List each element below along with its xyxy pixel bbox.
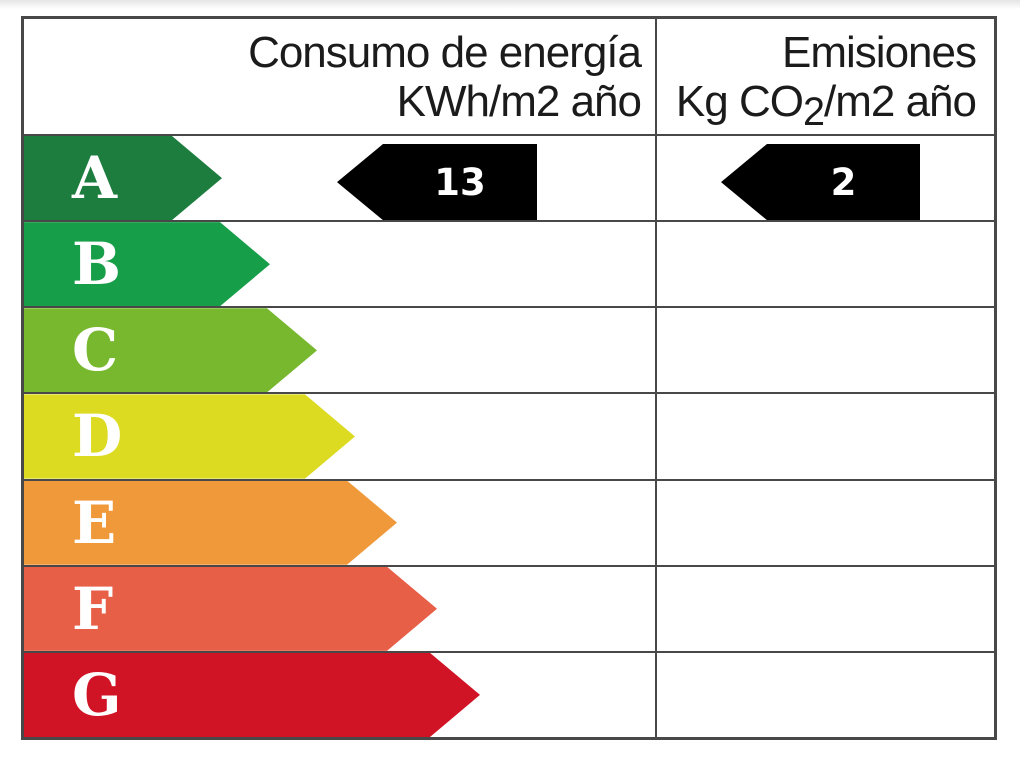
rating-arrow-f: F — [24, 567, 437, 651]
rating-row-b: B — [24, 222, 994, 309]
consumption-cell-g: G — [24, 652, 657, 737]
consumption-cell-c: C — [24, 308, 657, 393]
rating-arrow-a: A — [24, 136, 222, 220]
consumption-value-arrow: 13 — [337, 144, 537, 221]
emissions-cell-b — [657, 222, 994, 306]
rating-letter-b: B — [72, 230, 122, 299]
consumption-title: Consumo de energía — [248, 28, 642, 77]
consumption-value-arrow-value: 13 — [434, 160, 486, 204]
emissions-cell-a: 2 — [657, 136, 994, 221]
rating-row-d: D — [24, 394, 994, 481]
rating-rows: A 13 2 B C D E F G — [24, 136, 994, 737]
rating-letter-d: D — [72, 402, 123, 471]
rating-letter-a: A — [72, 144, 118, 213]
rating-row-a: A 13 2 — [24, 136, 994, 223]
rating-arrow-e: E — [24, 481, 397, 565]
emissions-cell-g — [657, 653, 994, 737]
emissions-cell-f — [657, 567, 994, 651]
consumption-cell-f: F — [24, 566, 657, 651]
consumption-header: Consumo de energía KWh/m2 año — [24, 19, 657, 134]
rating-row-c: C — [24, 308, 994, 395]
rating-letter-f: F — [72, 574, 114, 643]
emissions-title: Emisiones — [782, 28, 977, 77]
rating-arrow-b: B — [24, 222, 270, 306]
emissions-cell-d — [657, 394, 994, 478]
rating-letter-g: G — [72, 660, 122, 729]
consumption-cell-d: D — [24, 394, 657, 479]
emissions-cell-e — [657, 481, 994, 565]
rating-table: Consumo de energía KWh/m2 año Emisiones … — [21, 16, 997, 740]
emissions-unit: Kg CO2/m2 año — [675, 77, 977, 134]
rating-row-f: F — [24, 566, 994, 653]
table-header: Consumo de energía KWh/m2 año Emisiones … — [24, 19, 994, 136]
emissions-cell-c — [657, 308, 994, 392]
consumption-unit: KWh/m2 año — [396, 77, 642, 126]
emissions-header: Emisiones Kg CO2/m2 año — [657, 19, 994, 134]
rating-arrow-g: G — [24, 653, 480, 737]
rating-row-e: E — [24, 480, 994, 567]
rating-row-g: G — [24, 652, 994, 737]
emissions-value-arrow: 2 — [721, 144, 920, 221]
consumption-cell-b: B — [24, 222, 657, 307]
rating-arrow-c: C — [24, 308, 317, 392]
rating-letter-e: E — [72, 488, 117, 557]
consumption-cell-a: A 13 — [24, 136, 657, 221]
rating-letter-c: C — [72, 316, 119, 385]
rating-arrow-d: D — [24, 394, 355, 478]
emissions-value-arrow-value: 2 — [830, 160, 857, 204]
consumption-cell-e: E — [24, 480, 657, 565]
